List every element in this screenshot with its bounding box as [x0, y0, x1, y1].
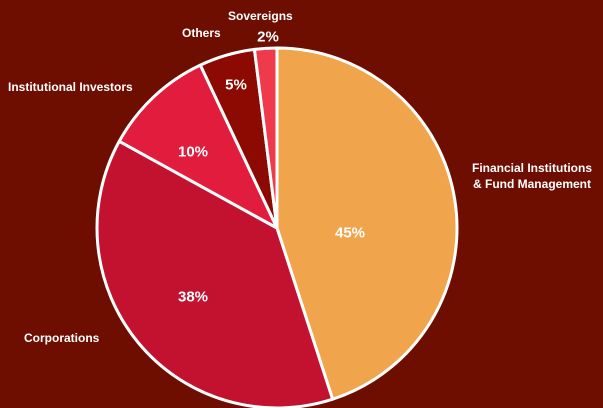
value-label: 2%: [257, 28, 279, 46]
category-label: Sovereigns: [228, 9, 293, 23]
category-label: Financial Institutions & Fund Management: [471, 161, 592, 191]
pie-slice: [117, 63, 279, 230]
value-label: 10%: [177, 143, 209, 161]
pie-slice: [252, 46, 279, 230]
value-label: 38%: [177, 288, 209, 306]
category-label: Corporations: [24, 331, 100, 345]
category-label: Institutional Investors: [8, 80, 133, 94]
pie-slice: [275, 46, 459, 401]
value-label: 45%: [334, 224, 366, 242]
category-label: Others: [182, 26, 221, 40]
value-label: 5%: [225, 76, 247, 94]
